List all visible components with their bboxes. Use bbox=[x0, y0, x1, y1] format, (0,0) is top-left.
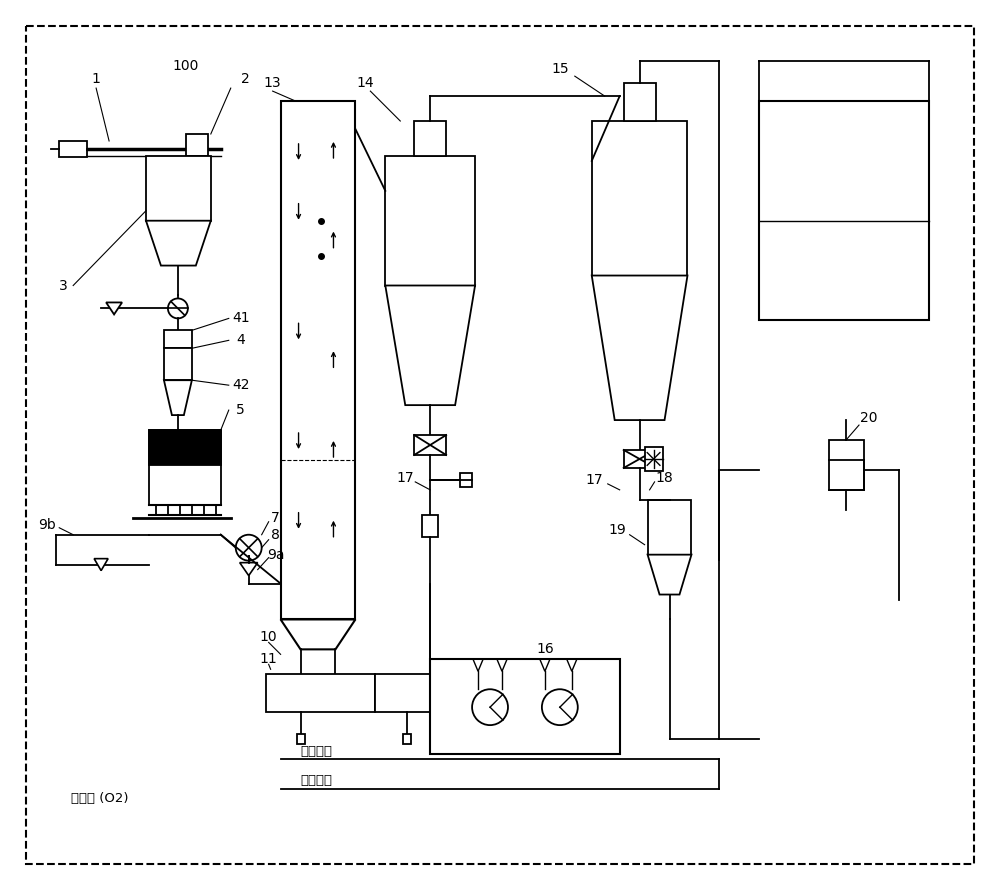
Bar bbox=[164, 331, 192, 348]
Text: 16: 16 bbox=[536, 642, 554, 657]
Bar bbox=[164, 348, 192, 380]
Text: 5: 5 bbox=[236, 403, 245, 417]
Bar bbox=[592, 121, 687, 275]
Polygon shape bbox=[592, 275, 687, 420]
Bar bbox=[430, 659, 620, 754]
Text: 节气体 (O2): 节气体 (O2) bbox=[71, 792, 129, 805]
Bar bbox=[59, 141, 87, 157]
Text: 13: 13 bbox=[264, 76, 281, 90]
Polygon shape bbox=[540, 659, 550, 671]
Bar bbox=[146, 156, 211, 221]
Bar bbox=[829, 440, 864, 490]
Polygon shape bbox=[497, 659, 507, 671]
Bar bbox=[624, 450, 656, 468]
Polygon shape bbox=[648, 555, 691, 594]
Text: 3: 3 bbox=[59, 279, 68, 292]
Text: 20: 20 bbox=[860, 411, 878, 425]
Polygon shape bbox=[240, 562, 258, 576]
Polygon shape bbox=[385, 285, 475, 405]
Text: 1: 1 bbox=[92, 72, 101, 86]
Text: 41: 41 bbox=[232, 311, 250, 325]
Text: 19: 19 bbox=[609, 523, 627, 536]
Bar bbox=[435, 687, 445, 699]
Bar bbox=[281, 101, 355, 619]
Polygon shape bbox=[281, 619, 355, 650]
Text: 9a: 9a bbox=[267, 548, 284, 561]
Bar bbox=[149, 430, 221, 505]
Polygon shape bbox=[146, 221, 211, 266]
Bar bbox=[648, 500, 691, 555]
Bar bbox=[422, 515, 438, 536]
Bar bbox=[375, 674, 440, 712]
Text: 10: 10 bbox=[260, 631, 277, 644]
Text: 14: 14 bbox=[357, 76, 374, 90]
Bar bbox=[266, 674, 375, 712]
Bar bbox=[385, 156, 475, 285]
Bar bbox=[297, 734, 305, 744]
Bar bbox=[759, 101, 929, 321]
Text: 4: 4 bbox=[236, 333, 245, 347]
Text: 8: 8 bbox=[271, 527, 280, 542]
Bar bbox=[645, 447, 663, 471]
Text: 17: 17 bbox=[396, 471, 414, 485]
Text: 100: 100 bbox=[173, 59, 199, 73]
Text: 11: 11 bbox=[260, 652, 278, 666]
Text: 18: 18 bbox=[656, 471, 673, 485]
Bar bbox=[414, 435, 446, 455]
Polygon shape bbox=[106, 302, 122, 315]
Text: 7: 7 bbox=[271, 511, 280, 525]
Polygon shape bbox=[149, 430, 221, 465]
Polygon shape bbox=[94, 559, 108, 570]
Bar bbox=[186, 134, 208, 156]
Text: 9b: 9b bbox=[38, 518, 56, 532]
Text: 42: 42 bbox=[232, 378, 249, 392]
Bar bbox=[460, 473, 472, 486]
Polygon shape bbox=[473, 659, 483, 671]
Bar bbox=[414, 121, 446, 156]
Bar bbox=[403, 734, 411, 744]
Polygon shape bbox=[567, 659, 577, 671]
Text: 冷凝给水: 冷凝给水 bbox=[301, 745, 333, 757]
Text: 15: 15 bbox=[551, 62, 569, 76]
Text: 冷却回水: 冷却回水 bbox=[301, 774, 333, 788]
Bar bbox=[624, 83, 656, 121]
Text: 17: 17 bbox=[586, 473, 604, 486]
Text: 2: 2 bbox=[241, 72, 250, 86]
Polygon shape bbox=[164, 380, 192, 415]
